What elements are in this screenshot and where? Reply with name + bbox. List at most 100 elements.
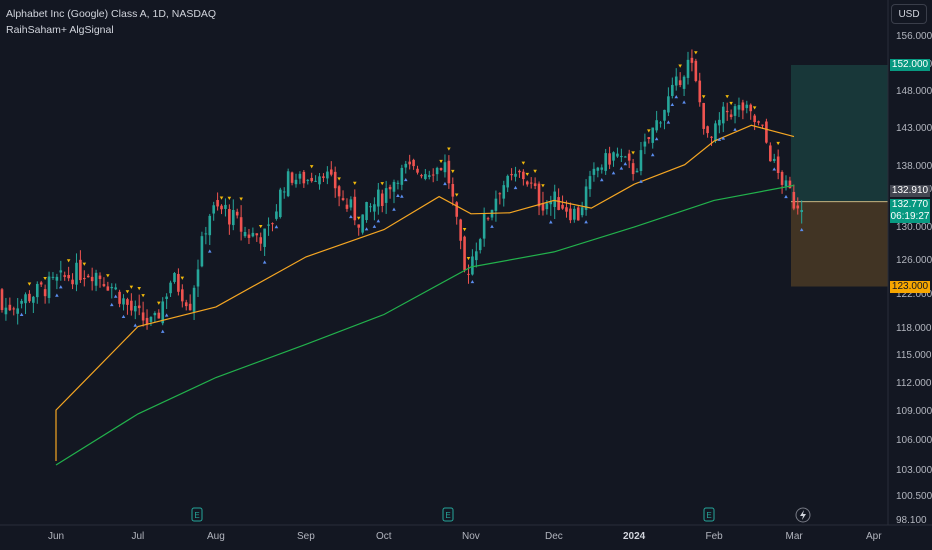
signal-marker [66, 259, 71, 263]
candle [404, 163, 408, 168]
y-tick-label: 130.000 [896, 222, 932, 233]
signal-marker [27, 282, 32, 286]
candle [486, 218, 490, 220]
signal-marker [309, 165, 314, 169]
candle [32, 296, 35, 303]
signal-marker [396, 193, 400, 198]
signal-marker [725, 95, 729, 99]
candle [769, 145, 772, 162]
candle [416, 168, 419, 173]
candle [510, 174, 513, 176]
candle [620, 155, 623, 158]
earnings-marker [191, 507, 203, 522]
candle [380, 193, 384, 206]
signal-marker [513, 185, 518, 190]
candle [145, 317, 149, 325]
candle [435, 167, 439, 175]
signal-marker [55, 293, 59, 297]
indicator-label[interactable]: RaihSaham+ AlgSignal [6, 24, 114, 36]
candle [43, 289, 47, 297]
signal-marker [376, 219, 381, 223]
candle [8, 304, 12, 311]
signal-marker [157, 301, 161, 305]
y-tick-label: 109.000 [896, 406, 932, 417]
candle [126, 299, 129, 305]
signal-marker [619, 166, 624, 170]
last-price-value: 132.770 [891, 199, 929, 210]
candle [604, 153, 607, 171]
signal-marker [207, 249, 212, 253]
earnings-marker-letter: E [706, 511, 711, 520]
signal-marker [654, 137, 659, 141]
candle [522, 171, 525, 180]
y-tick-label: 156.000 [896, 31, 932, 42]
chart-title: Alphabet Inc (Google) Class A, 1D, NASDA… [6, 8, 217, 20]
signal-marker [650, 152, 655, 157]
y-tick-label: 122.000 [896, 289, 932, 300]
candle [471, 256, 474, 275]
candle [279, 189, 282, 218]
candle [110, 286, 114, 289]
candle [553, 191, 557, 207]
signal-marker [549, 220, 553, 224]
signal-marker [392, 207, 396, 211]
candle [318, 176, 321, 185]
candle [753, 115, 756, 123]
candle [400, 167, 404, 185]
signal-marker [364, 227, 369, 231]
signal-marker [380, 182, 385, 186]
candle [482, 213, 486, 239]
signal-marker [666, 120, 671, 124]
candle [239, 217, 243, 232]
signal-marker [776, 141, 780, 146]
x-tick-label: Jul [131, 531, 145, 542]
earnings-marker [442, 507, 454, 522]
candle [498, 193, 502, 195]
candle [788, 180, 792, 189]
candle [314, 180, 317, 182]
candle [130, 300, 133, 311]
candle [16, 308, 19, 314]
x-tick-label: Feb [705, 531, 723, 542]
candle [569, 208, 572, 221]
signal-marker [729, 101, 733, 106]
candle [455, 202, 459, 217]
candle [286, 171, 290, 197]
candle [35, 283, 39, 298]
candle [220, 205, 223, 210]
candle [580, 207, 584, 216]
candle [184, 302, 188, 307]
candle [235, 211, 239, 216]
candle [780, 171, 784, 185]
candle [467, 273, 470, 275]
signal-marker [752, 106, 757, 110]
candle [290, 172, 294, 183]
signal-marker [647, 129, 651, 133]
candle [161, 301, 165, 324]
candle [627, 153, 631, 161]
candle [255, 233, 259, 236]
signal-marker [180, 276, 185, 280]
candle [478, 239, 482, 251]
candle [51, 276, 55, 278]
candle [231, 210, 235, 226]
y-tick-label: 143.000 [896, 123, 932, 134]
earnings-marker [703, 507, 715, 522]
candle [224, 204, 227, 209]
candle [39, 282, 43, 285]
candle [55, 276, 59, 281]
candle [463, 236, 466, 270]
candle [282, 191, 286, 193]
candle [443, 162, 447, 173]
candle [427, 175, 431, 177]
signal-marker [133, 323, 138, 327]
candle [384, 188, 388, 203]
candle [733, 106, 737, 116]
candle [357, 224, 361, 228]
signal-marker [19, 312, 24, 316]
signal-marker [137, 287, 141, 291]
last-price-label: 132.770 06:19:27 [890, 199, 930, 223]
candle [106, 286, 110, 291]
currency-button[interactable]: USD [891, 4, 927, 24]
